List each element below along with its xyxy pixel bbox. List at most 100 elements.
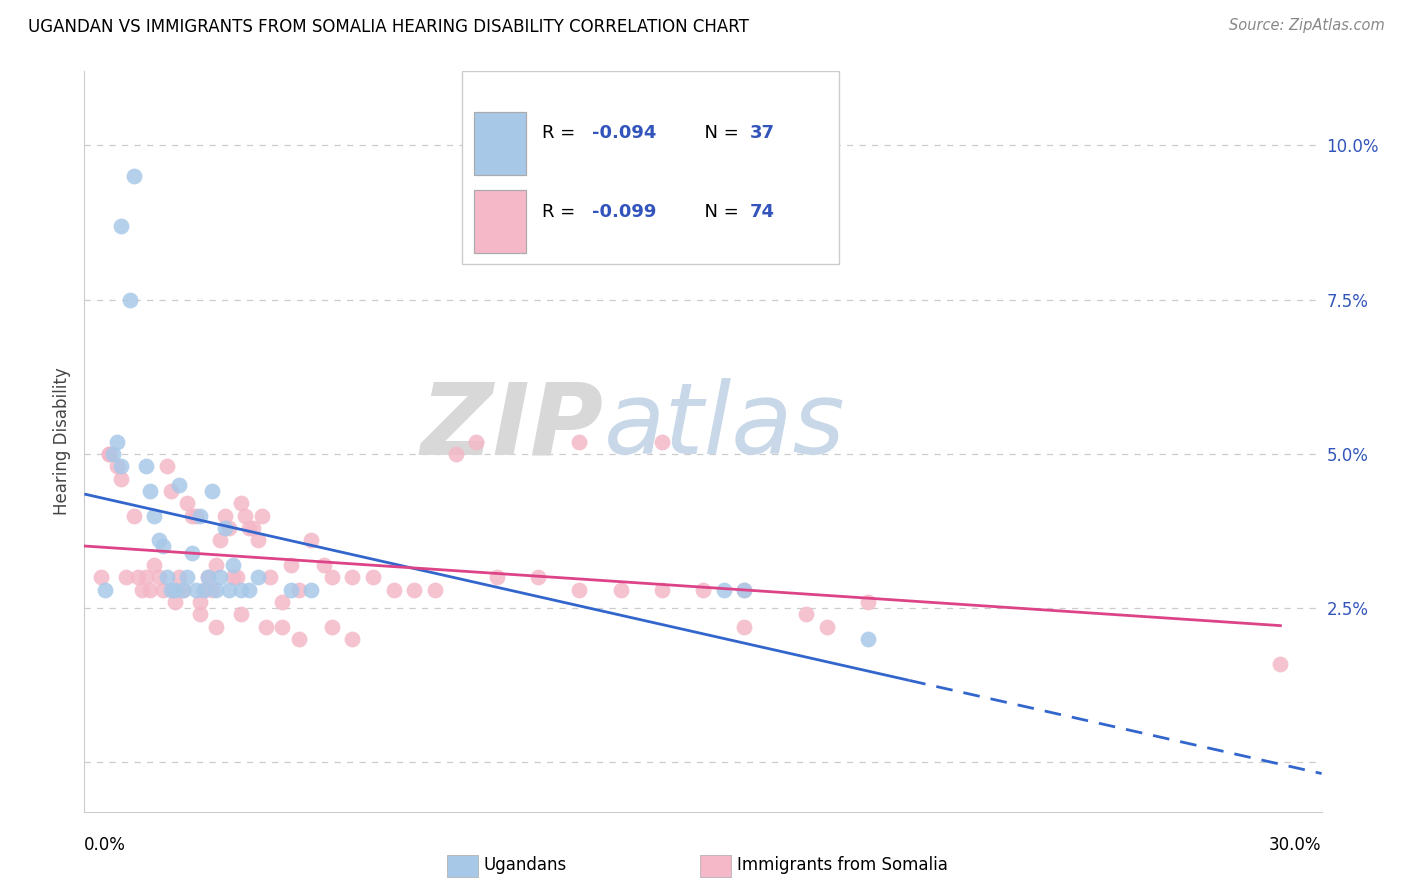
Point	[733, 582, 755, 597]
Point	[143, 558, 166, 572]
Point	[167, 570, 190, 584]
Point	[188, 508, 211, 523]
Point	[122, 508, 145, 523]
Point	[205, 558, 228, 572]
Text: -0.099: -0.099	[592, 203, 657, 221]
Text: UGANDAN VS IMMIGRANTS FROM SOMALIA HEARING DISABILITY CORRELATION CHART: UGANDAN VS IMMIGRANTS FROM SOMALIA HEARI…	[28, 18, 749, 36]
Point	[110, 471, 132, 485]
Point	[160, 483, 183, 498]
Point	[1270, 657, 1292, 671]
Point	[197, 570, 219, 584]
Point	[176, 570, 198, 584]
Point	[201, 483, 224, 498]
Point	[98, 447, 121, 461]
Point	[127, 570, 149, 584]
Point	[527, 570, 550, 584]
Point	[815, 619, 838, 633]
Point	[165, 595, 187, 609]
Point	[299, 533, 322, 548]
Point	[651, 582, 673, 597]
Point	[288, 582, 311, 597]
Point	[733, 619, 755, 633]
Point	[152, 582, 174, 597]
Point	[152, 540, 174, 554]
Point	[209, 570, 232, 584]
FancyBboxPatch shape	[474, 112, 526, 175]
Point	[299, 582, 322, 597]
Point	[184, 508, 207, 523]
Point	[156, 459, 179, 474]
Point	[156, 570, 179, 584]
Text: Ugandans: Ugandans	[484, 856, 567, 874]
Text: N =: N =	[693, 124, 745, 142]
Point	[135, 459, 157, 474]
Text: 37: 37	[749, 124, 775, 142]
Text: 0.0%: 0.0%	[84, 837, 127, 855]
Point	[118, 293, 141, 307]
Point	[94, 582, 117, 597]
Point	[165, 582, 187, 597]
Point	[229, 496, 252, 510]
Point	[110, 219, 132, 233]
Point	[692, 582, 714, 597]
Text: atlas: atlas	[605, 378, 845, 475]
Point	[321, 619, 343, 633]
Point	[280, 558, 302, 572]
Point	[160, 582, 183, 597]
Point	[205, 582, 228, 597]
Point	[193, 582, 215, 597]
Point	[139, 582, 162, 597]
Y-axis label: Hearing Disability: Hearing Disability	[53, 368, 72, 516]
Point	[172, 582, 194, 597]
Point	[404, 582, 426, 597]
Point	[465, 434, 488, 449]
Text: 74: 74	[749, 203, 775, 221]
Point	[122, 169, 145, 184]
Text: N =: N =	[693, 203, 745, 221]
Point	[485, 570, 508, 584]
Point	[218, 521, 240, 535]
Point	[651, 434, 673, 449]
Point	[105, 434, 128, 449]
Point	[188, 595, 211, 609]
Text: Source: ZipAtlas.com: Source: ZipAtlas.com	[1229, 18, 1385, 33]
Point	[218, 582, 240, 597]
Point	[856, 632, 879, 646]
Point	[172, 582, 194, 597]
Point	[103, 447, 125, 461]
Point	[98, 447, 121, 461]
FancyBboxPatch shape	[461, 71, 839, 264]
FancyBboxPatch shape	[474, 190, 526, 252]
Point	[229, 607, 252, 622]
Text: Immigrants from Somalia: Immigrants from Somalia	[737, 856, 948, 874]
Point	[609, 582, 631, 597]
Point	[214, 508, 236, 523]
Point	[361, 570, 384, 584]
Point	[733, 582, 755, 597]
Point	[312, 558, 335, 572]
Point	[259, 570, 281, 584]
Point	[148, 570, 170, 584]
Point	[423, 582, 446, 597]
Point	[222, 570, 245, 584]
Point	[209, 533, 232, 548]
Point	[342, 570, 364, 584]
Point	[143, 508, 166, 523]
Point	[444, 447, 467, 461]
Point	[229, 582, 252, 597]
Point	[90, 570, 112, 584]
Point	[193, 582, 215, 597]
Point	[713, 582, 735, 597]
Point	[321, 570, 343, 584]
Point	[242, 521, 264, 535]
Point	[105, 459, 128, 474]
Point	[280, 582, 302, 597]
Point	[794, 607, 817, 622]
Point	[568, 434, 591, 449]
Point	[288, 632, 311, 646]
Point	[342, 632, 364, 646]
Point	[148, 533, 170, 548]
Point	[246, 533, 269, 548]
Point	[250, 508, 273, 523]
Point	[110, 459, 132, 474]
